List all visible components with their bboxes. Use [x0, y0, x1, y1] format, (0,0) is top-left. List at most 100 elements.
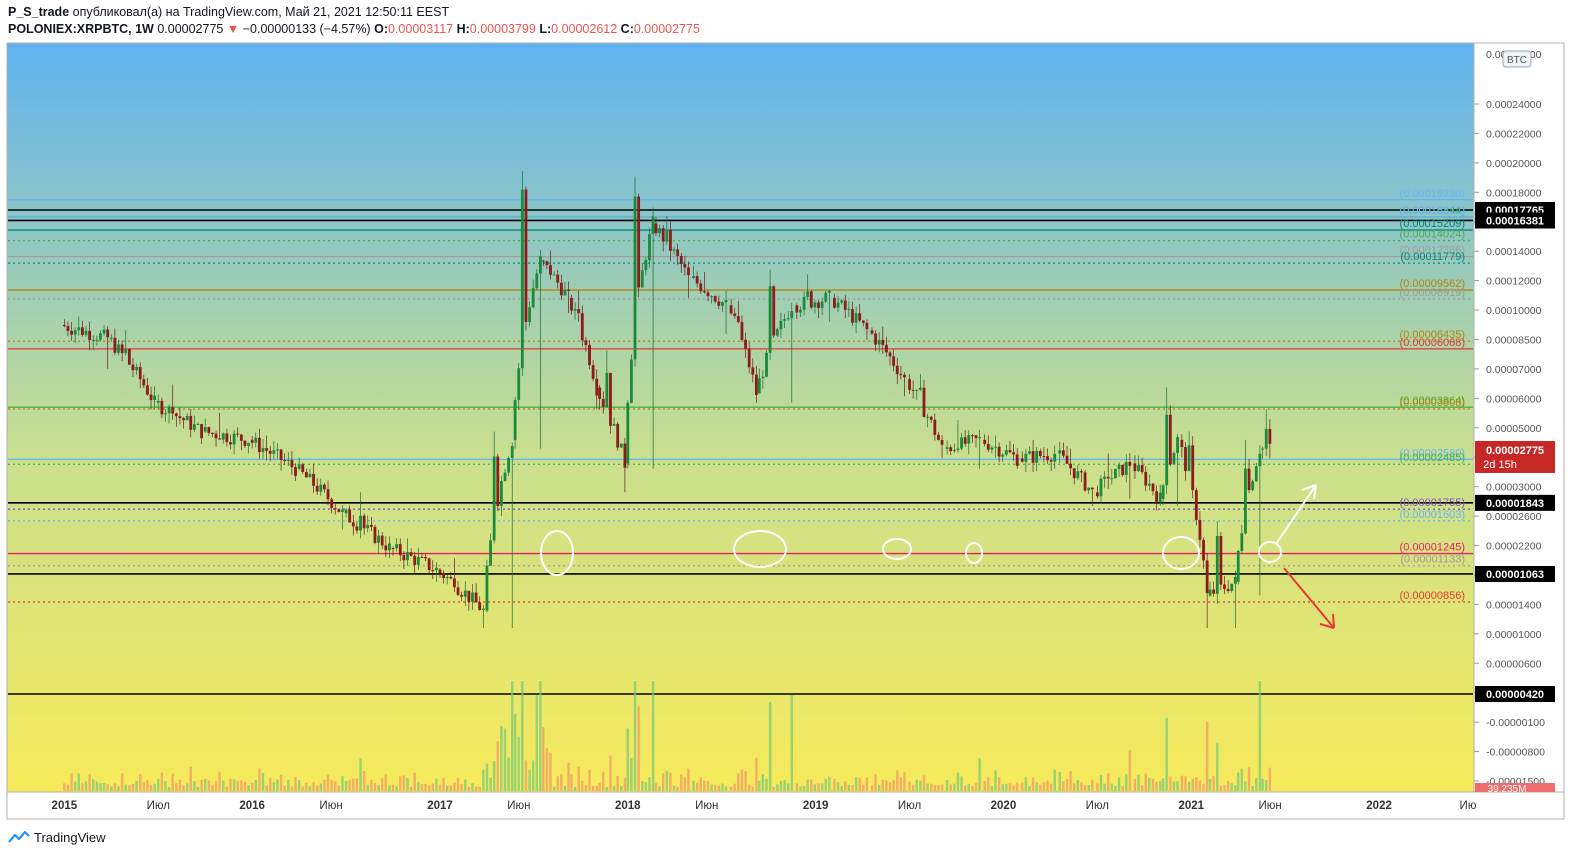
candle-body[interactable] — [1020, 458, 1024, 462]
candle-body[interactable] — [843, 300, 847, 310]
candle-body[interactable] — [640, 270, 644, 288]
candle-body[interactable] — [1151, 483, 1155, 492]
candle-body[interactable] — [1128, 461, 1132, 466]
candle-body[interactable] — [377, 535, 380, 543]
candle-body[interactable] — [1042, 456, 1046, 458]
candle-body[interactable] — [1099, 478, 1103, 497]
candle-body[interactable] — [503, 472, 507, 481]
candle-body[interactable] — [1236, 550, 1240, 582]
candle-body[interactable] — [786, 318, 790, 320]
candle-body[interactable] — [747, 348, 751, 368]
candle-body[interactable] — [710, 296, 714, 298]
candle-body[interactable] — [449, 576, 453, 579]
candle-body[interactable] — [799, 309, 802, 313]
candle-body[interactable] — [605, 372, 609, 407]
candle-body[interactable] — [485, 565, 489, 611]
candle-body[interactable] — [1258, 453, 1262, 467]
candle-body[interactable] — [1176, 437, 1179, 453]
candle-body[interactable] — [171, 407, 175, 414]
candle-body[interactable] — [795, 305, 799, 313]
candle-body[interactable] — [131, 364, 135, 371]
candle-body[interactable] — [986, 443, 990, 450]
candle-body[interactable] — [1226, 588, 1230, 591]
candle-body[interactable] — [1198, 519, 1202, 540]
candle-body[interactable] — [276, 449, 279, 451]
candle-body[interactable] — [1028, 451, 1031, 454]
candle-body[interactable] — [66, 326, 70, 331]
candle-body[interactable] — [1247, 468, 1251, 491]
candle-body[interactable] — [124, 349, 128, 354]
candle-body[interactable] — [885, 344, 888, 353]
candle-body[interactable] — [1165, 414, 1169, 486]
candle-body[interactable] — [633, 196, 637, 360]
candle-body[interactable] — [496, 456, 500, 506]
candle-body[interactable] — [840, 300, 844, 303]
candle-body[interactable] — [359, 515, 362, 531]
candle-body[interactable] — [1001, 454, 1005, 457]
candle-body[interactable] — [513, 400, 517, 440]
candle-body[interactable] — [73, 330, 77, 335]
candle-body[interactable] — [243, 440, 247, 446]
candle-body[interactable] — [783, 319, 786, 321]
candle-body[interactable] — [528, 307, 531, 322]
candle-body[interactable] — [254, 437, 258, 443]
candle-body[interactable] — [344, 509, 348, 514]
candle-body[interactable] — [308, 473, 312, 478]
candle-body[interactable] — [630, 359, 633, 403]
candle-body[interactable] — [538, 256, 542, 274]
candle-body[interactable] — [580, 313, 584, 341]
candle-body[interactable] — [672, 249, 676, 251]
candle-body[interactable] — [736, 316, 740, 323]
candle-body[interactable] — [221, 433, 225, 440]
candle-body[interactable] — [654, 223, 658, 234]
candle-body[interactable] — [167, 407, 171, 414]
candle-body[interactable] — [545, 261, 549, 266]
candle-body[interactable] — [833, 297, 836, 308]
annotation-circle[interactable] — [1162, 536, 1200, 570]
candle-body[interactable] — [1264, 428, 1268, 449]
candle-body[interactable] — [453, 578, 456, 588]
candle-body[interactable] — [326, 489, 330, 500]
candle-body[interactable] — [1024, 453, 1028, 462]
candle-body[interactable] — [772, 286, 776, 336]
candle-body[interactable] — [467, 590, 471, 602]
candle-body[interactable] — [713, 296, 717, 302]
candle-body[interactable] — [1223, 584, 1226, 589]
candle-body[interactable] — [261, 448, 265, 453]
candle-body[interactable] — [854, 313, 858, 323]
candle-body[interactable] — [556, 274, 560, 283]
candle-body[interactable] — [229, 442, 232, 445]
candle-body[interactable] — [402, 555, 406, 561]
candle-body[interactable] — [1121, 464, 1125, 476]
candle-body[interactable] — [312, 473, 315, 486]
candle-body[interactable] — [967, 435, 971, 444]
candle-body[interactable] — [695, 276, 699, 284]
candle-body[interactable] — [552, 274, 556, 276]
candle-body[interactable] — [1046, 456, 1049, 461]
candle-body[interactable] — [373, 526, 377, 543]
candle-body[interactable] — [918, 387, 922, 390]
candle-body[interactable] — [1168, 414, 1172, 465]
annotation-circle[interactable] — [1258, 541, 1282, 563]
candle-body[interactable] — [1180, 439, 1184, 448]
candle-body[interactable] — [974, 435, 978, 439]
candle-body[interactable] — [1133, 463, 1137, 472]
candle-body[interactable] — [619, 443, 623, 448]
candle-body[interactable] — [380, 535, 384, 546]
candle-body[interactable] — [489, 540, 492, 566]
candle-body[interactable] — [1012, 452, 1015, 455]
candle-body[interactable] — [351, 522, 355, 527]
candle-body[interactable] — [517, 368, 521, 401]
candle-body[interactable] — [687, 267, 690, 276]
candle-body[interactable] — [301, 464, 305, 472]
annotation-circle[interactable] — [540, 530, 574, 576]
candle-body[interactable] — [109, 337, 113, 339]
candle-body[interactable] — [214, 433, 218, 439]
candle-body[interactable] — [892, 356, 896, 366]
candle-body[interactable] — [531, 288, 535, 308]
candle-body[interactable] — [922, 387, 926, 418]
candle-body[interactable] — [612, 423, 616, 426]
candle-body[interactable] — [609, 372, 612, 426]
candle-body[interactable] — [724, 300, 728, 303]
candle-body[interactable] — [1254, 466, 1258, 482]
